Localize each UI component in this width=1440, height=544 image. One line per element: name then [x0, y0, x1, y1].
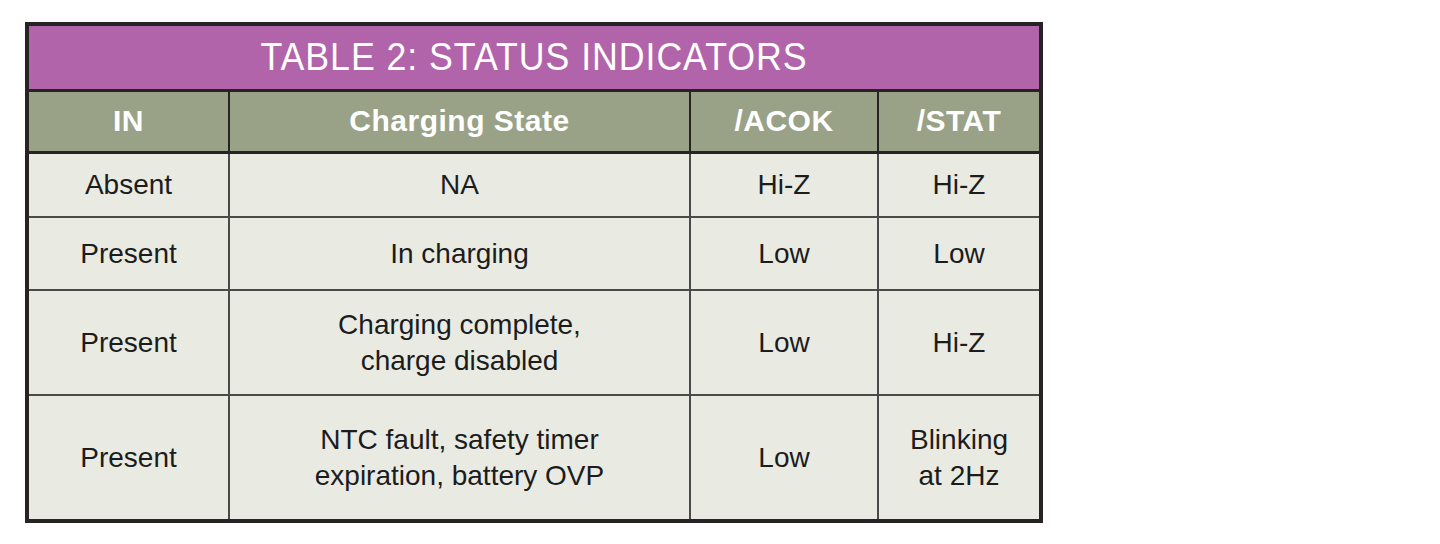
table-cell-r4-acok: Low — [691, 396, 879, 519]
table-cell-r3-in: Present — [29, 291, 230, 396]
column-header-acok: /ACOK — [691, 92, 879, 154]
table-cell-r1-stat: Hi-Z — [879, 154, 1039, 218]
page-canvas: TABLE 2: STATUS INDICATORS IN Charging S… — [0, 0, 1440, 544]
table-cell-r3-stat: Hi-Z — [879, 291, 1039, 396]
table-cell-r3-charging-state: Charging complete, charge disabled — [230, 291, 691, 396]
status-indicators-table: TABLE 2: STATUS INDICATORS IN Charging S… — [25, 22, 1043, 523]
table-title-bar: TABLE 2: STATUS INDICATORS — [29, 26, 1039, 92]
table-cell-r2-charging-state: In charging — [230, 218, 691, 291]
table-cell-r1-acok: Hi-Z — [691, 154, 879, 218]
table-cell-r1-in: Absent — [29, 154, 230, 218]
column-header-charging-state: Charging State — [230, 92, 691, 154]
table-cell-r4-in: Present — [29, 396, 230, 519]
column-header-in: IN — [29, 92, 230, 154]
table-cell-r1-charging-state: NA — [230, 154, 691, 218]
table-title: TABLE 2: STATUS INDICATORS — [260, 36, 807, 79]
table-cell-r2-stat: Low — [879, 218, 1039, 291]
table-cell-r3-acok: Low — [691, 291, 879, 396]
table-cell-r4-stat: Blinking at 2Hz — [879, 396, 1039, 519]
table-cell-r2-acok: Low — [691, 218, 879, 291]
table-cell-r4-charging-state: NTC fault, safety timer expiration, batt… — [230, 396, 691, 519]
table-cell-r2-in: Present — [29, 218, 230, 291]
table-grid: IN Charging State /ACOK /STAT Absent NA … — [29, 92, 1039, 519]
column-header-stat: /STAT — [879, 92, 1039, 154]
